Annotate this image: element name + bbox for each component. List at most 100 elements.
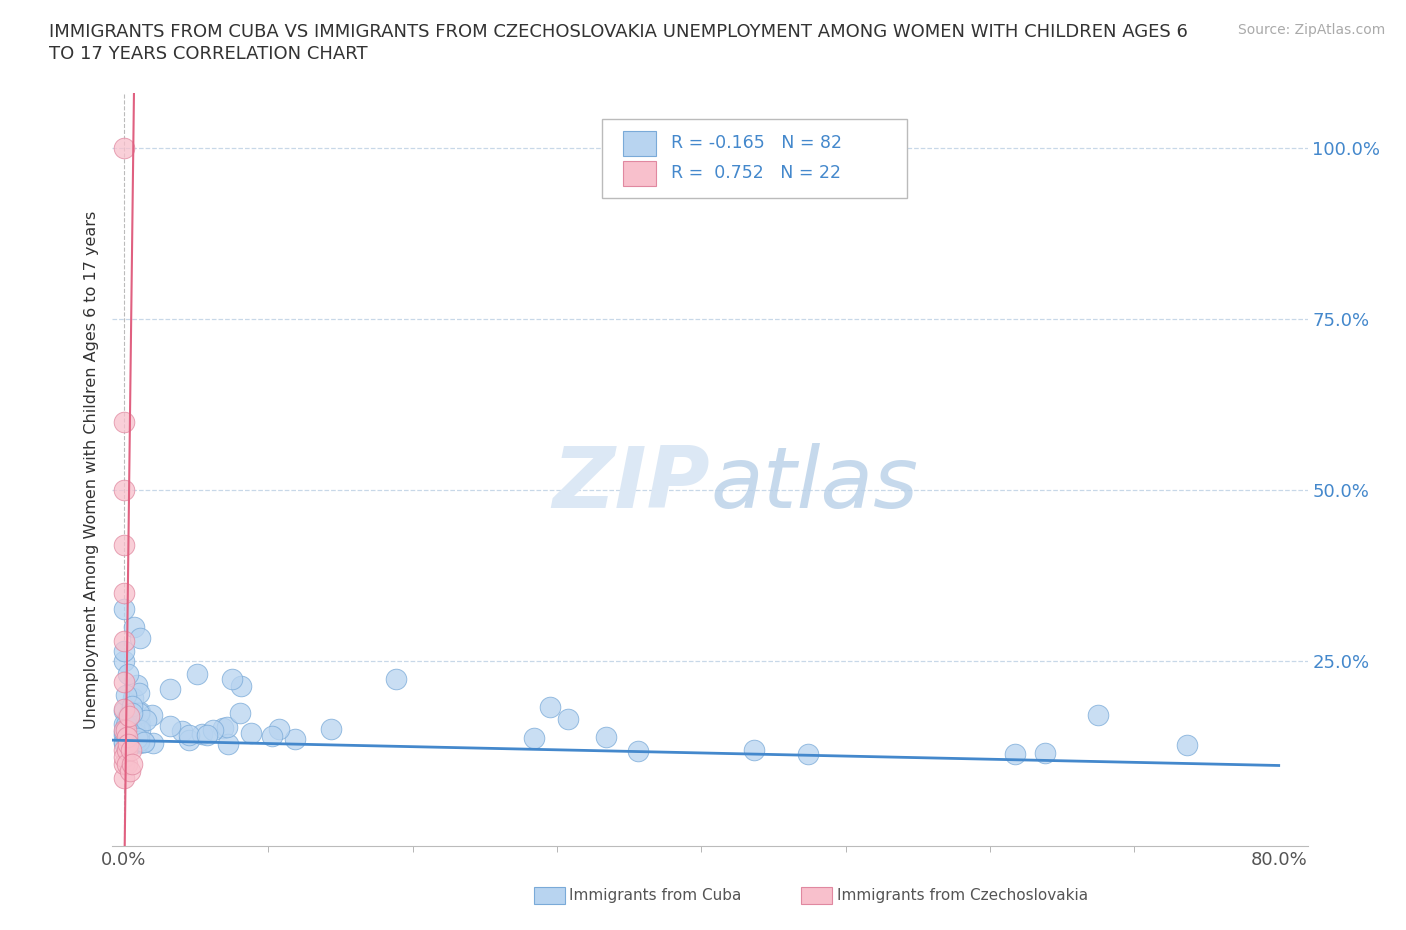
Point [595, 729, 617, 744]
Point [742, 743, 765, 758]
Point [186, 667, 208, 682]
Point [122, 619, 145, 634]
Point [121, 691, 143, 706]
Point [112, 702, 135, 717]
Point [128, 736, 150, 751]
Point [118, 705, 141, 720]
Point [115, 743, 138, 758]
Point [129, 631, 152, 645]
Point [384, 671, 406, 686]
Point [231, 679, 253, 694]
Point [177, 733, 200, 748]
Point [195, 728, 218, 743]
Point [124, 735, 146, 750]
Point [115, 711, 138, 726]
Point [112, 633, 135, 648]
Point [557, 711, 579, 726]
Point [118, 730, 141, 745]
Point [115, 757, 138, 772]
Point [202, 723, 225, 737]
Point [122, 719, 145, 734]
Point [112, 674, 135, 689]
Point [112, 724, 135, 739]
Point [112, 727, 135, 742]
Point [112, 483, 135, 498]
Point [124, 731, 146, 746]
Point [112, 723, 135, 737]
Point [262, 728, 284, 743]
Point [112, 743, 135, 758]
Point [215, 720, 238, 735]
Point [112, 414, 135, 429]
Point [159, 718, 181, 733]
Point [120, 764, 142, 778]
Point [115, 710, 138, 724]
Point [118, 709, 141, 724]
Point [523, 731, 546, 746]
Point [124, 727, 146, 742]
Point [127, 721, 149, 736]
Point [269, 722, 291, 737]
Point [128, 734, 150, 749]
Point [797, 747, 820, 762]
Point [121, 705, 143, 720]
Text: R = -0.165   N = 82: R = -0.165 N = 82 [671, 134, 842, 153]
Point [120, 728, 142, 743]
Point [112, 538, 135, 552]
Point [117, 735, 139, 750]
Point [142, 735, 165, 750]
Point [132, 735, 155, 750]
Point [112, 716, 135, 731]
Text: atlas: atlas [710, 444, 918, 526]
Point [211, 721, 233, 736]
Bar [623, 161, 657, 186]
Point [191, 726, 214, 741]
Point [128, 719, 150, 734]
Point [128, 706, 150, 721]
Point [112, 602, 135, 617]
Point [221, 671, 243, 686]
Text: TO 17 YEARS CORRELATION CHART: TO 17 YEARS CORRELATION CHART [49, 45, 368, 62]
Point [129, 717, 152, 732]
Point [120, 743, 142, 758]
Point [121, 757, 143, 772]
Point [112, 644, 135, 658]
Bar [623, 130, 657, 155]
Point [115, 687, 138, 702]
Point [112, 757, 135, 772]
Text: R =  0.752   N = 22: R = 0.752 N = 22 [671, 165, 841, 182]
Point [112, 140, 135, 155]
Point [1087, 708, 1109, 723]
Point [121, 722, 143, 737]
Point [128, 686, 150, 701]
Point [1004, 747, 1026, 762]
Point [112, 750, 135, 764]
Point [124, 718, 146, 733]
Point [112, 586, 135, 601]
Point [284, 731, 307, 746]
Text: IMMIGRANTS FROM CUBA VS IMMIGRANTS FROM CZECHOSLOVAKIA UNEMPLOYMENT AMONG WOMEN : IMMIGRANTS FROM CUBA VS IMMIGRANTS FROM … [49, 23, 1188, 41]
Text: ZIP: ZIP [553, 444, 710, 526]
Point [159, 682, 181, 697]
Point [122, 722, 145, 737]
Point [217, 737, 239, 751]
Point [112, 736, 135, 751]
Point [121, 698, 143, 713]
Point [112, 735, 135, 750]
Point [627, 744, 650, 759]
FancyBboxPatch shape [603, 119, 907, 198]
Text: Immigrants from Czechoslovakia: Immigrants from Czechoslovakia [837, 888, 1088, 903]
Point [135, 712, 157, 727]
Point [134, 735, 156, 750]
Point [319, 722, 342, 737]
Text: Immigrants from Cuba: Immigrants from Cuba [569, 888, 742, 903]
Point [141, 708, 163, 723]
Point [120, 713, 142, 728]
Text: Source: ZipAtlas.com: Source: ZipAtlas.com [1237, 23, 1385, 37]
Point [115, 718, 138, 733]
Point [115, 729, 138, 744]
Point [1035, 746, 1057, 761]
Point [117, 667, 139, 682]
Point [229, 705, 252, 720]
Point [112, 770, 135, 785]
